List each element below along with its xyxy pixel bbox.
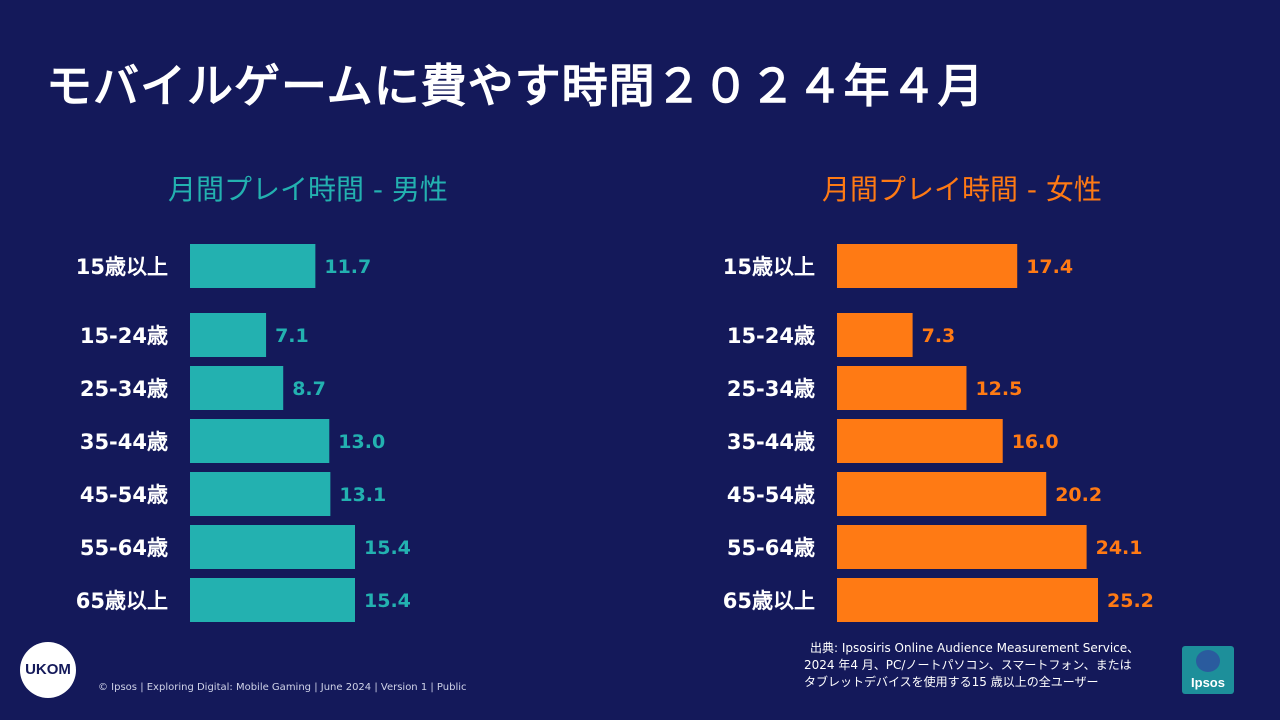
copyright-text: © Ipsos | Exploring Digital: Mobile Gami… — [98, 682, 467, 693]
category-label: 15歳以上 — [76, 255, 168, 279]
category-label: 15歳以上 — [723, 255, 815, 279]
bar — [190, 244, 316, 288]
value-label: 20.2 — [1055, 484, 1102, 506]
bar — [190, 578, 355, 622]
category-label: 65歳以上 — [76, 589, 168, 613]
value-label: 13.1 — [339, 484, 386, 506]
male-chart-title: 月間プレイ時間 - 男性 — [168, 173, 448, 206]
category-label: 35-44歳 — [80, 430, 168, 454]
bar — [837, 525, 1087, 569]
source-line-3: タブレットデバイスを使用する15 歳以上の全ユーザー — [804, 675, 1099, 689]
bar — [190, 525, 355, 569]
value-label: 8.7 — [292, 378, 326, 400]
ipsos-logo-mark — [1196, 650, 1220, 672]
value-label: 25.2 — [1107, 590, 1154, 612]
category-label: 45-54歳 — [80, 483, 168, 507]
bar — [190, 313, 267, 357]
bar — [190, 472, 331, 516]
bar — [837, 578, 1098, 622]
bar — [837, 244, 1018, 288]
value-label: 24.1 — [1096, 537, 1143, 559]
value-label: 15.4 — [364, 590, 411, 612]
bar — [190, 366, 284, 410]
category-label: 35-44歳 — [727, 430, 815, 454]
value-label: 7.3 — [922, 325, 956, 347]
bar — [837, 472, 1047, 516]
value-label: 11.7 — [324, 256, 371, 278]
category-label: 45-54歳 — [727, 483, 815, 507]
category-label: 15-24歳 — [80, 324, 168, 348]
female-chart-title: 月間プレイ時間 - 女性 — [822, 173, 1102, 206]
bar — [837, 419, 1003, 463]
bar — [837, 313, 913, 357]
page-title: モバイルゲームに費やす時間２０２４年４月 — [46, 59, 985, 113]
value-label: 13.0 — [338, 431, 385, 453]
category-label: 65歳以上 — [723, 589, 815, 613]
ukom-logo: UKOM — [20, 642, 76, 698]
source-line-2: 2024 年4 月、PC/ノートパソコン、スマートフォン、または — [804, 658, 1132, 672]
female-bar-chart: 15歳以上 17.4 15-24歳 7.3 25-34歳 12.5 35-44歳 16.0 45… — [723, 244, 1154, 622]
value-label: 16.0 — [1012, 431, 1059, 453]
value-label: 12.5 — [975, 378, 1022, 400]
ipsos-logo-text: Ipsos — [1191, 675, 1225, 690]
bar — [190, 419, 330, 463]
category-label: 25-34歳 — [80, 377, 168, 401]
male-bar-chart: 15歳以上 11.7 15-24歳 7.1 25-34歳 8.7 35-44歳 13.0 45-… — [76, 244, 411, 622]
value-label: 7.1 — [275, 325, 309, 347]
bar — [837, 366, 967, 410]
ipsos-logo: Ipsos — [1182, 646, 1234, 694]
value-label: 15.4 — [364, 537, 411, 559]
category-label: 15-24歳 — [727, 324, 815, 348]
value-label: 17.4 — [1026, 256, 1073, 278]
category-label: 25-34歳 — [727, 377, 815, 401]
category-label: 55-64歳 — [80, 536, 168, 560]
source-note: 出典: Ipsosiris Online Audience Measuremen… — [804, 640, 1139, 691]
source-line-1: 出典: Ipsosiris Online Audience Measuremen… — [810, 641, 1140, 655]
category-label: 55-64歳 — [727, 536, 815, 560]
